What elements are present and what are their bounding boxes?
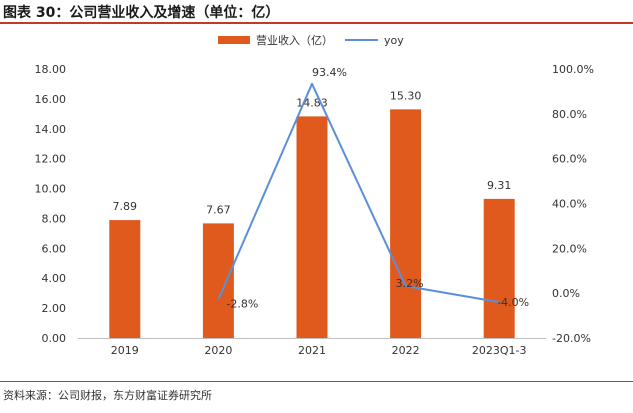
legend-swatch-revenue <box>218 36 250 44</box>
chart-area: 营业收入（亿） yoy 0.00 2.00 4.00 6.00 8.00 10.00 12.00… <box>0 26 633 376</box>
revenue-bar-label: 15.30 <box>390 89 422 102</box>
revenue-bar <box>109 220 141 338</box>
title-rule <box>0 22 633 24</box>
y-right-tick-label: 40.0% <box>552 198 587 211</box>
figure-title: 图表 30：公司营业收入及增速（单位：亿） <box>3 5 280 21</box>
y-left-tick-label: 18.00 <box>35 63 67 76</box>
x-tick-label: 2020 <box>204 344 232 357</box>
legend-label-yoy: yoy <box>384 34 404 47</box>
y-left-tick-label: 0.00 <box>42 332 67 345</box>
x-tick-label: 2019 <box>111 344 139 357</box>
y-left-tick-label: 16.00 <box>35 93 67 106</box>
yoy-data-label: -4.0% <box>497 296 529 309</box>
x-tick-label: 2022 <box>392 344 420 357</box>
revenue-bar <box>202 223 234 338</box>
revenue-bar-label: 7.67 <box>206 203 231 216</box>
revenue-bar-label: 9.31 <box>487 179 512 192</box>
revenue-bar-label: 7.89 <box>113 200 138 213</box>
y-left-tick-label: 14.00 <box>35 123 67 136</box>
yoy-data-label: 3.2% <box>396 277 424 290</box>
x-tick-label: 2023Q1-3 <box>472 344 527 357</box>
y-left-tick-label: 12.00 <box>35 153 67 166</box>
yoy-data-label: 93.4% <box>312 66 347 79</box>
revenue-yoy-chart: 营业收入（亿） yoy 0.00 2.00 4.00 6.00 8.00 10.00 12.00… <box>35 33 594 357</box>
yoy-line <box>217 82 500 304</box>
revenue-bar <box>390 109 422 338</box>
x-tick-label: 2021 <box>298 344 326 357</box>
y-right-tick-label: 60.0% <box>552 153 587 166</box>
source-rule <box>0 381 633 382</box>
y-left-tick-label: 6.00 <box>42 242 67 255</box>
revenue-bar <box>296 116 328 338</box>
revenue-bar <box>483 198 515 338</box>
y-left-tick-label: 10.00 <box>35 183 67 196</box>
yoy-data-label: -2.8% <box>226 297 258 310</box>
y-right-tick-label: 20.0% <box>552 242 587 255</box>
y-right-tick-label: -20.0% <box>552 332 591 345</box>
source-note: 资料来源：公司财报，东方财富证券研究所 <box>3 389 212 402</box>
y-right-tick-label: 0.0% <box>552 287 580 300</box>
y-left-tick-label: 8.00 <box>42 212 67 225</box>
y-left-tick-label: 4.00 <box>42 272 67 285</box>
y-left-tick-label: 2.00 <box>42 302 67 315</box>
legend-label-revenue: 营业收入（亿） <box>256 33 333 47</box>
y-right-tick-label: 80.0% <box>552 108 587 121</box>
y-right-tick-label: 100.0% <box>552 63 594 76</box>
